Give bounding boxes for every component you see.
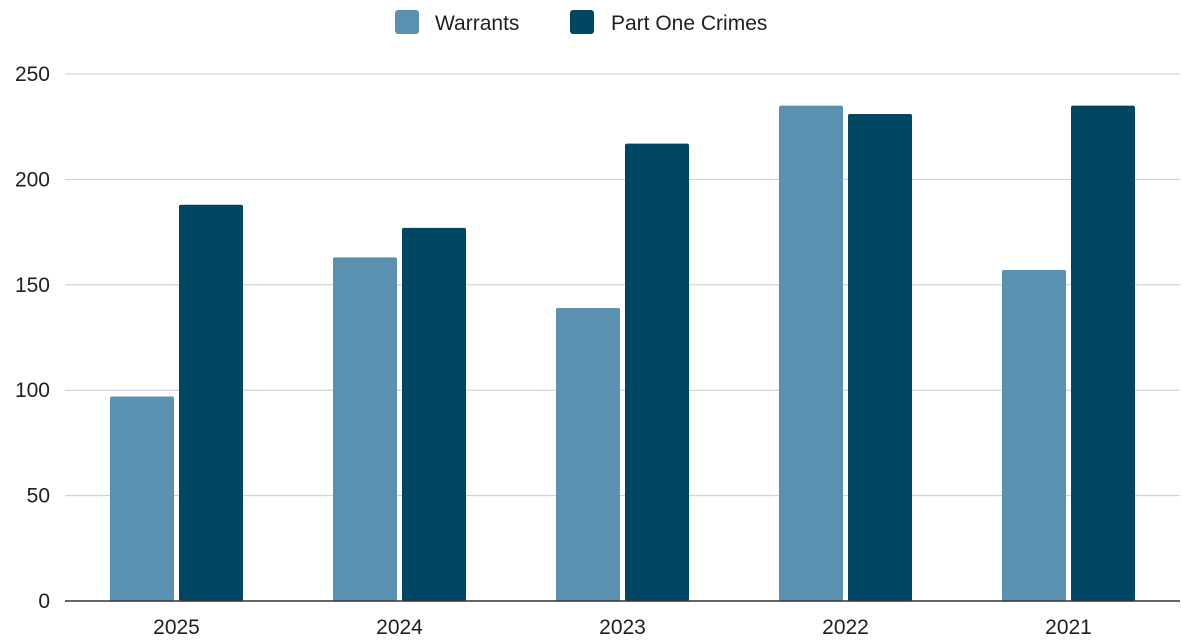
bar-warrants xyxy=(779,105,843,602)
y-tick-label: 250 xyxy=(15,63,50,86)
y-tick-label: 200 xyxy=(15,168,50,191)
y-tick-label: 50 xyxy=(27,485,50,508)
legend-swatch xyxy=(395,10,419,34)
x-tick-label: 2023 xyxy=(599,616,646,639)
legend-label: Part One Crimes xyxy=(611,12,767,35)
y-tick-label: 150 xyxy=(15,274,50,297)
bar-warrants xyxy=(556,307,620,601)
bar-part-one-crimes xyxy=(625,143,689,601)
bar-part-one-crimes xyxy=(1071,105,1135,602)
x-tick-label: 2022 xyxy=(822,616,869,639)
x-tick-label: 2021 xyxy=(1045,616,1092,639)
y-tick-label: 0 xyxy=(38,590,50,613)
bar-part-one-crimes xyxy=(848,114,912,601)
bar-warrants xyxy=(333,257,397,601)
x-tick-label: 2024 xyxy=(376,616,423,639)
legend-label: Warrants xyxy=(435,12,519,35)
bar-warrants xyxy=(110,396,174,601)
bar-warrants xyxy=(1002,270,1066,601)
legend-swatch xyxy=(570,10,594,34)
x-tick-label: 2025 xyxy=(153,616,200,639)
bar-part-one-crimes xyxy=(179,204,243,602)
y-tick-label: 100 xyxy=(15,379,50,402)
bar-part-one-crimes xyxy=(402,227,466,601)
